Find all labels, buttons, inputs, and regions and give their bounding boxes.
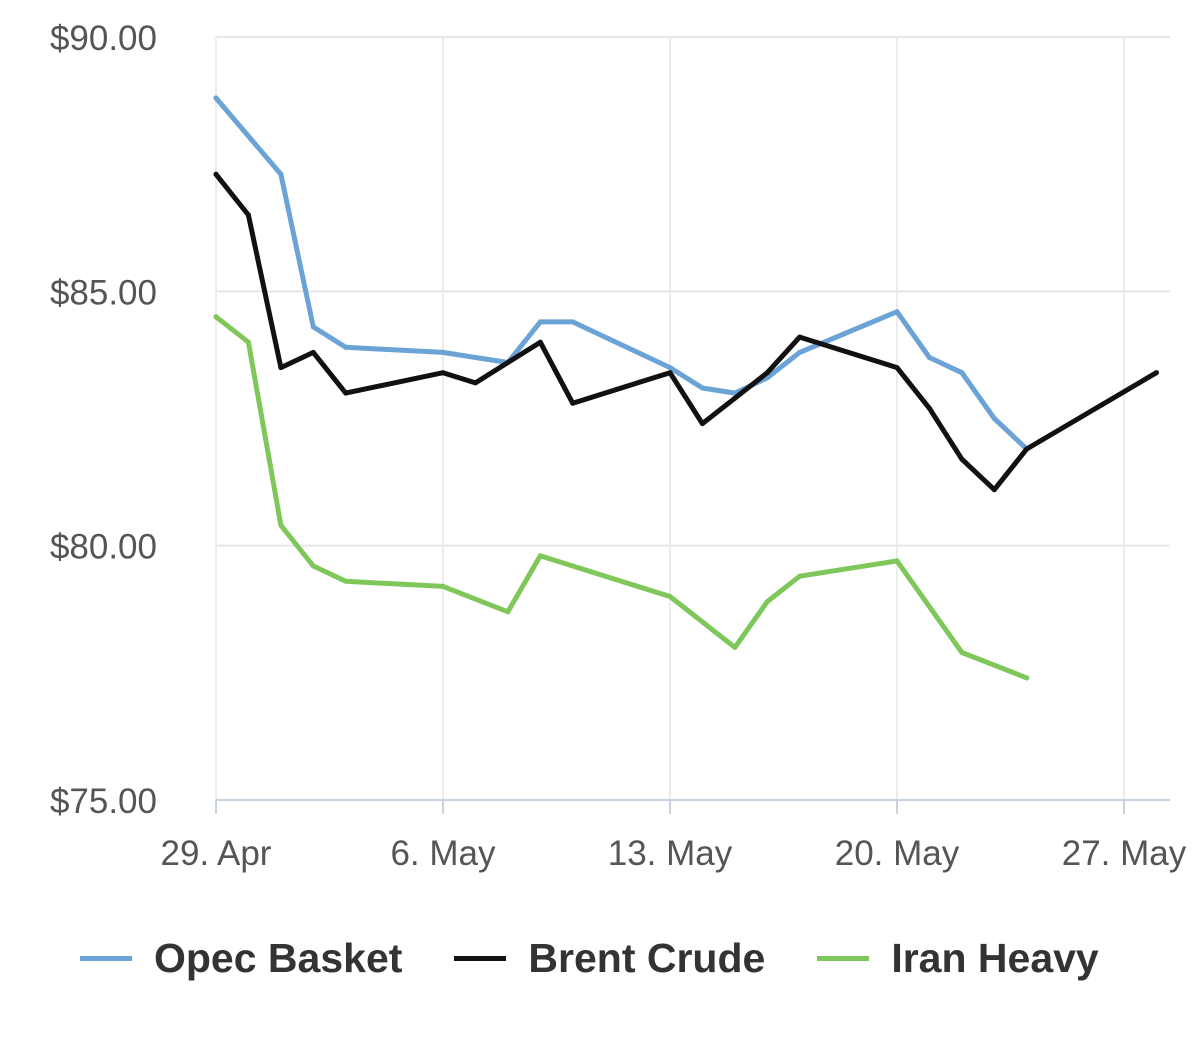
x-tick-label: 27. May [1062,834,1187,873]
data-point-iran-heavy[interactable] [797,573,803,579]
data-point-iran-heavy[interactable] [1024,675,1030,681]
data-point-iran-heavy[interactable] [278,522,284,528]
data-point-opec-basket[interactable] [310,324,316,330]
data-point-iran-heavy[interactable] [894,558,900,564]
data-point-iran-heavy[interactable] [959,650,965,655]
y-tick-label: $75.00 [50,782,157,821]
data-point-brent-crude[interactable] [959,456,965,462]
x-tick-label: 20. May [835,834,960,873]
y-tick-label: $90.00 [50,19,157,58]
x-tick-label: 6. May [390,834,496,873]
data-point-opec-basket[interactable] [472,355,478,360]
data-point-brent-crude[interactable] [537,339,543,345]
data-point-opec-basket[interactable] [440,349,446,355]
data-point-opec-basket[interactable] [894,309,900,315]
x-tick-label: 13. May [608,834,733,873]
data-point-iran-heavy[interactable] [213,314,219,320]
series-line-iran-heavy[interactable] [213,314,1030,681]
data-point-brent-crude[interactable] [797,334,803,340]
data-point-brent-crude[interactable] [245,212,251,218]
data-point-brent-crude[interactable] [699,421,705,427]
data-point-opec-basket[interactable] [797,349,803,355]
data-point-opec-basket[interactable] [343,344,349,350]
legend-item-iran-heavy[interactable]: Iran Heavy [817,935,1099,982]
data-point-brent-crude[interactable] [926,405,932,411]
data-point-iran-heavy[interactable] [343,578,349,584]
legend-swatch-brent-crude [454,956,507,961]
x-axis: 29. Apr 6. May 13. May 20. May 27. May [161,799,1187,873]
data-point-iran-heavy[interactable] [570,563,576,569]
data-point-brent-crude[interactable] [278,365,284,371]
series-line-brent-crude[interactable] [213,171,1159,493]
chart-legend: Opec Basket Brent Crude Iran Heavy [80,935,1151,982]
data-point-brent-crude[interactable] [343,390,349,396]
data-point-iran-heavy[interactable] [505,609,511,615]
legend-swatch-iran-heavy [817,956,870,961]
data-point-brent-crude[interactable] [667,370,673,376]
data-point-opec-basket[interactable] [959,370,965,376]
legend-item-opec-basket[interactable]: Opec Basket [80,935,402,982]
data-point-iran-heavy[interactable] [310,563,316,569]
data-point-opec-basket[interactable] [667,365,673,371]
y-tick-label: $80.00 [50,528,157,567]
data-point-iran-heavy[interactable] [667,594,673,599]
data-point-opec-basket[interactable] [537,319,543,325]
data-point-opec-basket[interactable] [278,171,284,177]
data-point-opec-basket[interactable] [570,319,576,325]
data-point-opec-basket[interactable] [213,95,219,101]
data-point-brent-crude[interactable] [1024,446,1030,452]
data-point-iran-heavy[interactable] [764,599,770,605]
data-point-brent-crude[interactable] [991,487,997,493]
data-point-brent-crude[interactable] [1153,370,1159,376]
legend-item-brent-crude[interactable]: Brent Crude [454,935,765,982]
data-point-iran-heavy[interactable] [440,583,446,589]
data-point-brent-crude[interactable] [472,380,478,386]
data-point-brent-crude[interactable] [310,349,316,355]
x-tick-label: 29. Apr [161,834,272,873]
data-point-opec-basket[interactable] [926,355,932,360]
legend-label-brent-crude: Brent Crude [528,935,766,981]
data-point-iran-heavy[interactable] [537,553,543,559]
data-point-iran-heavy[interactable] [245,339,251,345]
data-point-opec-basket[interactable] [991,416,997,421]
data-point-brent-crude[interactable] [894,365,900,371]
chart-grid [215,36,1170,800]
data-point-opec-basket[interactable] [699,385,705,391]
data-point-brent-crude[interactable] [440,370,446,376]
legend-label-opec-basket: Opec Basket [154,935,403,981]
data-point-brent-crude[interactable] [570,400,576,406]
data-point-brent-crude[interactable] [213,171,219,177]
data-point-brent-crude[interactable] [732,395,738,401]
y-axis: $75.00 $80.00 $85.00 $90.00 [50,19,157,821]
y-tick-label: $85.00 [50,273,157,312]
legend-swatch-opec-basket [80,956,132,961]
series-line-opec-basket[interactable] [213,95,1030,452]
data-point-iran-heavy[interactable] [732,644,738,650]
data-point-brent-crude[interactable] [764,370,770,376]
chart-series [213,95,1159,681]
legend-label-iran-heavy: Iran Heavy [891,935,1099,981]
